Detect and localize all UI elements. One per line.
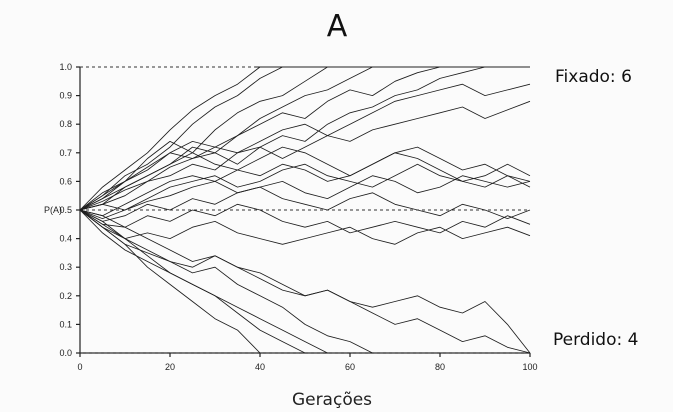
- series-line-11: [79, 163, 531, 211]
- series-line-17: [79, 209, 328, 354]
- y-tick-label: 0.5: [59, 205, 72, 215]
- y-tick-label: 0.8: [59, 119, 72, 129]
- series-line-21: [79, 209, 531, 354]
- x-tick-label: 0: [77, 362, 82, 372]
- series-line-20: [79, 209, 373, 354]
- x-tick-label: 40: [255, 362, 265, 372]
- y-tick-label: 0.7: [59, 148, 72, 158]
- y-tick-label: 0.1: [59, 319, 72, 329]
- x-tick-label: 80: [435, 362, 445, 372]
- y-tick-label: 0.3: [59, 262, 72, 272]
- series-line-4: [79, 66, 373, 211]
- y-tick-label: 0.9: [59, 91, 72, 101]
- x-tick-label: 20: [165, 362, 175, 372]
- series-line-8: [79, 100, 531, 211]
- series-line-2: [79, 66, 261, 211]
- series-line-3: [79, 66, 328, 211]
- series-line-18: [79, 209, 306, 354]
- annotation-fixed: Fixado: 6: [555, 67, 632, 87]
- series-line-5: [79, 66, 441, 211]
- y-tick-label: 1.0: [59, 62, 72, 72]
- x-tick-label: 100: [522, 362, 537, 372]
- chart-title: A: [327, 9, 348, 44]
- series-line-13: [79, 186, 531, 222]
- y-tick-label: 0.4: [59, 234, 72, 244]
- y-tick-label: 0.2: [59, 291, 72, 301]
- axes: [79, 66, 530, 354]
- series-line-6: [79, 66, 486, 211]
- series-line-10: [79, 152, 531, 217]
- y-tick-label: 0.6: [59, 176, 72, 186]
- series-line-14: [79, 203, 531, 234]
- y-axis-label: P(A): [44, 205, 62, 215]
- x-tick-label: 60: [345, 362, 355, 372]
- series-line-1: [79, 66, 283, 211]
- series-layer: [79, 66, 531, 354]
- y-ticks: 0.0 0.1 0.2 0.3 0.4 0.5 0.6 0.7 0.8 0.9 1.0: [59, 62, 80, 358]
- series-line-9: [79, 146, 531, 211]
- y-tick-label: 0.0: [59, 348, 72, 358]
- annotation-lost: Perdido: 4: [553, 330, 638, 350]
- x-ticks: 0 20 40 60 80 100: [77, 353, 538, 372]
- x-axis-label: Gerações: [292, 390, 372, 410]
- series-line-12: [79, 175, 531, 220]
- series-line-19: [79, 209, 261, 354]
- series-line-16: [79, 209, 531, 354]
- series-line-15: [79, 209, 531, 245]
- series-line-7: [79, 83, 531, 211]
